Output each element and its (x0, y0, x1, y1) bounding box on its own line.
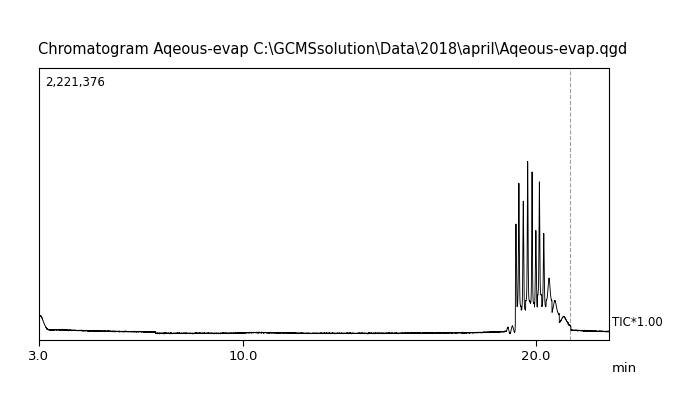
Text: 2,221,376: 2,221,376 (46, 76, 105, 89)
Text: min: min (612, 362, 637, 375)
Text: TIC*1.00: TIC*1.00 (612, 316, 663, 329)
Text: Chromatogram Aqeous-evap C:\GCMSsolution\Data\2018\april\Aqeous-evap.qgd: Chromatogram Aqeous-evap C:\GCMSsolution… (38, 42, 628, 57)
